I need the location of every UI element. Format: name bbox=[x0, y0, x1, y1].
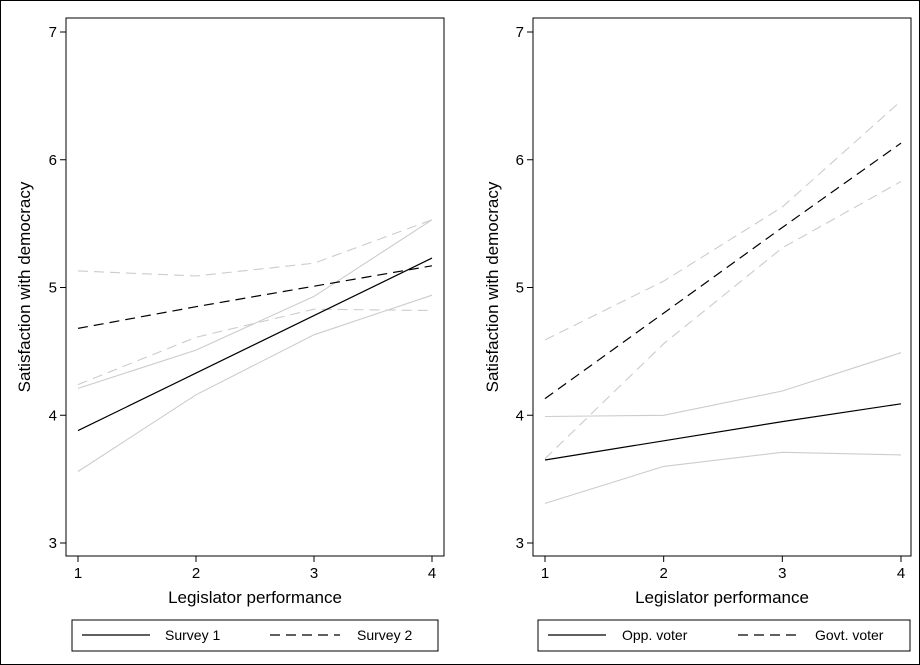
left-series-line-2 bbox=[77, 294, 433, 472]
right-series-line-2 bbox=[544, 451, 902, 504]
left-y-tick-label: 6 bbox=[49, 152, 57, 169]
right-legend-label-1: Opp. voter bbox=[622, 627, 688, 643]
left-series-layer bbox=[77, 219, 433, 472]
right-x-tick-label: 1 bbox=[541, 565, 549, 582]
right-y-axis-title: Satisfaction with democracy bbox=[483, 181, 502, 392]
right-x-axis-title: Legislator performance bbox=[635, 588, 809, 607]
right-y-tick-label: 3 bbox=[516, 535, 524, 552]
right-series-line-4 bbox=[544, 181, 902, 460]
right-plot-area bbox=[532, 17, 912, 557]
left-plot-frame bbox=[65, 17, 445, 557]
right-series-line-0 bbox=[544, 403, 902, 461]
right-series-layer bbox=[544, 100, 902, 504]
left-legend-label-2: Survey 2 bbox=[357, 627, 412, 643]
left-y-axis-title: Satisfaction with democracy bbox=[15, 181, 34, 392]
left-axis-layer: 3 4 5 6 7 1 2 3 4 bbox=[49, 24, 437, 582]
right-panel: 3 4 5 6 7 1 2 3 4 Legislator performance Satisfa… bbox=[483, 17, 912, 652]
left-y-tick-label: 4 bbox=[49, 407, 57, 424]
left-x-tick-label: 1 bbox=[74, 565, 82, 582]
left-x-tick-label: 3 bbox=[310, 565, 318, 582]
left-series-line-5 bbox=[77, 219, 433, 277]
right-series-line-1 bbox=[544, 142, 902, 400]
right-legend: Opp. voter Govt. voter bbox=[537, 619, 911, 652]
right-series-line-5 bbox=[544, 100, 902, 341]
right-y-tick-label: 5 bbox=[516, 280, 524, 297]
left-y-tick-label: 5 bbox=[49, 280, 57, 297]
left-y-tick-label: 3 bbox=[49, 535, 57, 552]
left-x-tick-label: 4 bbox=[428, 565, 436, 582]
left-legend: Survey 1 Survey 2 bbox=[71, 619, 439, 652]
right-plot-frame bbox=[532, 17, 912, 557]
right-legend-label-2: Govt. voter bbox=[815, 627, 884, 643]
left-legend-label-1: Survey 1 bbox=[165, 627, 220, 643]
right-y-tick-label: 4 bbox=[516, 407, 524, 424]
left-series-line-4 bbox=[77, 308, 433, 386]
left-panel: 3 4 5 6 7 1 2 3 4 Legislator performance Satisfa… bbox=[15, 17, 445, 652]
right-y-tick-label: 6 bbox=[516, 152, 524, 169]
left-series-line-1 bbox=[77, 265, 433, 329]
left-x-axis-title: Legislator performance bbox=[168, 588, 342, 607]
left-series-line-0 bbox=[77, 257, 433, 432]
right-series-line-3 bbox=[544, 352, 902, 418]
left-x-tick-label: 2 bbox=[192, 565, 200, 582]
right-x-tick-label: 3 bbox=[778, 565, 786, 582]
left-y-tick-label: 7 bbox=[49, 24, 57, 41]
left-plot-area bbox=[65, 17, 445, 557]
left-series-line-3 bbox=[77, 219, 433, 389]
right-x-tick-label: 4 bbox=[897, 565, 905, 582]
right-axis-layer: 3 4 5 6 7 1 2 3 4 bbox=[516, 24, 906, 582]
right-y-tick-label: 7 bbox=[516, 24, 524, 41]
right-x-tick-label: 2 bbox=[659, 565, 667, 582]
